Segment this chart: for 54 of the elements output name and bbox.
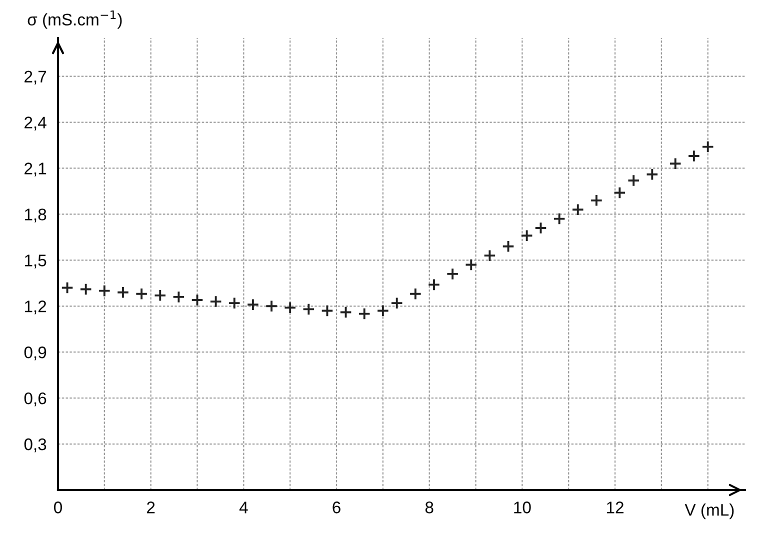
point <box>627 174 640 187</box>
point <box>552 212 566 226</box>
point <box>502 240 515 253</box>
y-tick-label: 0,3 <box>24 438 46 452</box>
point <box>302 302 316 316</box>
x-tick-label: 2 <box>147 502 155 514</box>
y-tick-label: 2,1 <box>24 162 46 176</box>
point <box>339 306 352 319</box>
x-tick-label: 4 <box>239 502 248 514</box>
x-tick-label: 8 <box>425 502 434 514</box>
point <box>246 298 260 311</box>
y-tick-label: 2,7 <box>24 70 46 84</box>
point <box>358 307 371 320</box>
point <box>265 300 278 312</box>
point <box>702 140 714 154</box>
point <box>60 281 74 294</box>
point <box>116 286 130 299</box>
point <box>320 304 334 318</box>
y-tick-label: 2,4 <box>24 116 46 130</box>
point <box>483 249 496 262</box>
x-tick-label: 10 <box>514 502 531 514</box>
point <box>190 294 204 306</box>
point <box>572 203 584 216</box>
point <box>209 295 222 308</box>
point <box>534 222 548 234</box>
y-tick-label: 1,8 <box>24 208 46 222</box>
x-tick-label: 0 <box>54 502 62 514</box>
point <box>376 304 390 318</box>
y-tick-label: 1,5 <box>24 254 46 268</box>
y-tick-label: 1,2 <box>24 300 46 314</box>
point <box>79 282 92 296</box>
point <box>172 290 186 304</box>
y-axis-title: σ (mS.cm$^{−1}$) <box>28 10 122 29</box>
x-axis-title: V (mL) <box>684 504 734 520</box>
y-tick-label: 0,9 <box>24 346 46 360</box>
point <box>688 150 700 162</box>
point <box>464 258 478 272</box>
x-tick-label: 12 <box>607 502 624 514</box>
point <box>646 168 659 181</box>
y-tick-label: 0,6 <box>24 392 46 406</box>
point <box>613 186 626 200</box>
point <box>98 284 111 298</box>
point <box>135 288 148 300</box>
point <box>520 229 534 242</box>
point <box>390 296 404 310</box>
point <box>154 289 166 302</box>
point <box>590 194 603 207</box>
point <box>669 157 682 170</box>
point <box>284 301 296 314</box>
point <box>428 278 440 292</box>
point <box>409 288 422 300</box>
x-tick-label: 6 <box>332 502 340 514</box>
point <box>446 268 459 280</box>
point <box>228 296 241 310</box>
